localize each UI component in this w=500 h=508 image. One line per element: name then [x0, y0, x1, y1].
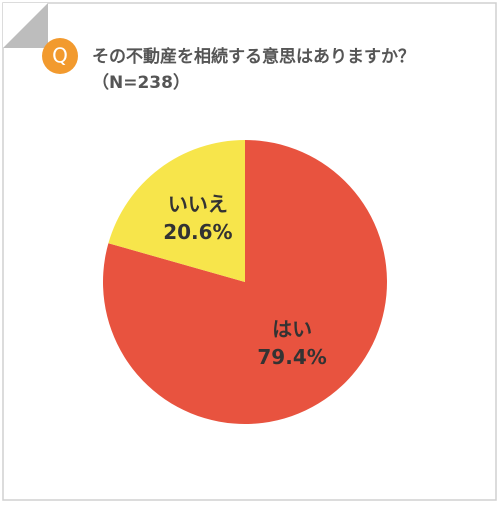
slice-label: いいえ	[168, 192, 228, 216]
pie-slice	[102, 140, 387, 424]
chart-title: その不動産を相続する意思はありますか？	[92, 46, 415, 67]
chart-subtitle: （N=238）	[92, 72, 190, 93]
badge	[42, 38, 78, 74]
badge-text: Q	[52, 44, 68, 68]
pie-slice	[108, 140, 246, 282]
value-label: 20.6%	[163, 220, 232, 244]
folded-corner	[3, 3, 48, 48]
slice-label: はい	[272, 317, 312, 341]
value-label: 79.4%	[257, 345, 326, 369]
